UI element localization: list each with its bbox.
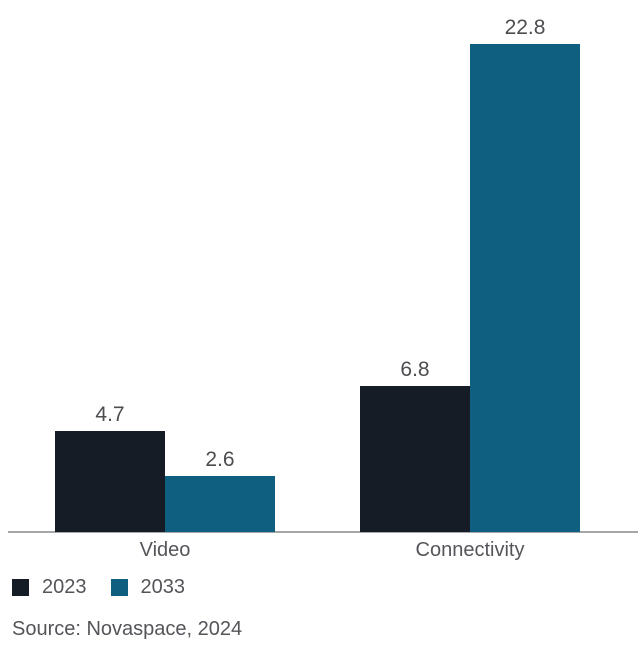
legend-label-2023: 2023 [42,576,87,598]
legend-swatch-2023 [12,579,29,596]
legend-item-2023: 2023 [12,576,87,599]
bar-video-2033 [165,476,275,532]
value-label-video-2023: 4.7 [95,403,125,426]
legend: 2023 2033 [12,576,185,599]
legend-swatch-2033 [110,579,128,596]
bar-video-2023 [55,431,165,532]
value-label-video-2033: 2.6 [205,448,235,471]
legend-item-2033: 2033 [110,576,186,599]
category-label-connectivity: Connectivity [415,539,525,561]
category-label-video: Video [139,539,191,561]
bar-connectivity-2033 [470,44,580,532]
x-axis-line [8,531,638,533]
legend-label-2033: 2033 [140,576,186,598]
source-note: Source: Novaspace, 2024 [12,618,243,640]
value-label-connectivity-2033: 22.8 [504,16,546,39]
value-label-connectivity-2023: 6.8 [400,358,430,381]
bar-connectivity-2023 [360,386,470,532]
